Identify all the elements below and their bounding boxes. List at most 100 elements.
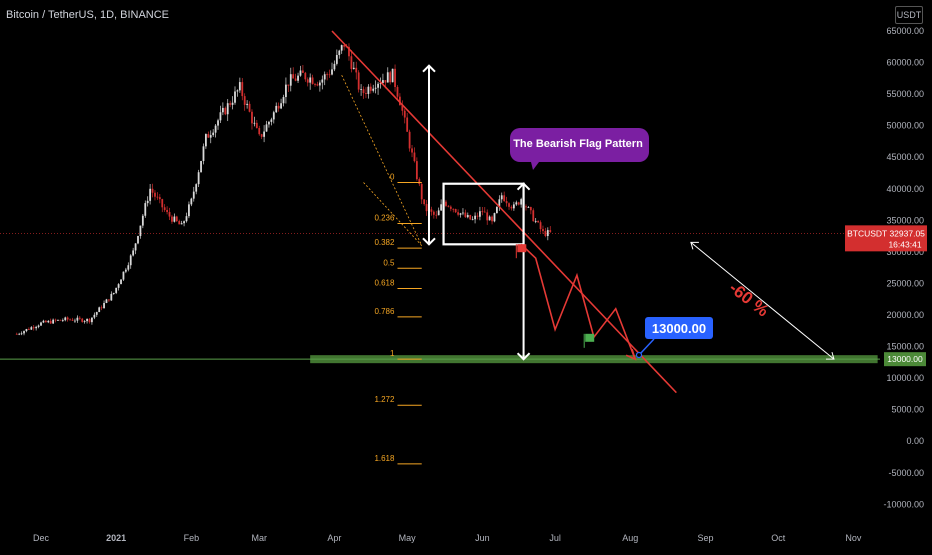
candle (474, 215, 476, 220)
candle (321, 79, 324, 83)
fib-level-label: 0.382 (374, 238, 395, 247)
candle (78, 317, 81, 319)
x-tick-label: Feb (184, 533, 200, 543)
candle (423, 199, 426, 205)
candle (175, 216, 178, 222)
candle (139, 225, 142, 236)
candle (226, 103, 229, 115)
candle (360, 89, 362, 90)
candle (195, 184, 198, 192)
candle (355, 67, 358, 73)
candle (27, 329, 30, 330)
candle (76, 317, 79, 321)
candle (437, 210, 440, 216)
y-tick-label: 55000.00 (886, 89, 924, 99)
green-flag-marker[interactable] (585, 333, 595, 342)
candle (44, 320, 47, 323)
price-scale[interactable] (880, 0, 932, 550)
candle (20, 333, 23, 335)
measured-move-arrowhead (516, 182, 531, 191)
candle (287, 84, 290, 86)
candle (529, 207, 532, 211)
candle (42, 320, 45, 323)
candle (127, 265, 130, 270)
candle (384, 80, 387, 83)
candle (348, 46, 350, 57)
fib-level-label: 0.236 (374, 213, 395, 222)
candle (394, 68, 396, 88)
candle (103, 302, 105, 309)
y-tick-label: 15000.00 (886, 342, 924, 352)
currency-badge[interactable]: USDT (895, 6, 923, 24)
candle (243, 96, 246, 105)
candle (498, 199, 501, 207)
candle (25, 329, 28, 332)
candle (517, 202, 520, 205)
candle (156, 196, 159, 198)
candle (64, 317, 67, 321)
candle (137, 235, 139, 244)
current-price-label[interactable] (845, 225, 927, 252)
candle (40, 322, 42, 326)
projection-zigzag[interactable] (520, 243, 636, 360)
candle (328, 74, 331, 76)
candle (202, 146, 205, 161)
candle (268, 121, 270, 125)
candle (69, 319, 71, 321)
candle (47, 320, 50, 323)
candle (108, 299, 110, 301)
flagpole-arrowhead (422, 237, 436, 246)
candle (413, 152, 416, 162)
drawings-layer: -60 % The Bearish Flag Pattern 13000.00 (331, 30, 835, 394)
candle (425, 204, 428, 212)
candle (18, 333, 21, 335)
time-scale[interactable] (0, 525, 880, 550)
measured-move-arrowhead (516, 352, 531, 361)
candle (258, 128, 261, 135)
candle (132, 250, 135, 256)
candle (32, 327, 35, 329)
candle (415, 161, 418, 180)
candle (479, 211, 481, 217)
candle (219, 112, 222, 121)
callout-bubble[interactable] (510, 128, 649, 170)
x-tick-label: Aug (622, 533, 638, 543)
x-tick-label: 2021 (106, 533, 126, 543)
candle (420, 184, 423, 200)
candle (500, 195, 503, 200)
downtrend-line[interactable] (331, 30, 677, 394)
decline-arrow[interactable] (690, 242, 835, 360)
candle (154, 192, 156, 197)
candle (292, 74, 295, 79)
candle (311, 77, 314, 84)
x-tick-label: Dec (33, 533, 50, 543)
bear-flag-rectangle[interactable] (442, 182, 525, 246)
x-tick-label: Jul (549, 533, 561, 543)
candle (23, 331, 25, 334)
red-flag-marker[interactable] (517, 244, 527, 253)
candle (391, 68, 394, 83)
x-tick-label: Oct (771, 533, 786, 543)
candle (512, 204, 515, 209)
candle (115, 287, 118, 293)
candle (418, 179, 421, 185)
candle (146, 200, 149, 204)
candle (124, 269, 127, 272)
candle (483, 211, 486, 213)
candle (120, 279, 122, 285)
target-price-box[interactable] (645, 317, 713, 339)
candle (275, 105, 278, 113)
fib-level-label: 0.618 (374, 278, 395, 287)
candle (306, 79, 309, 83)
candle (158, 197, 161, 200)
candle (462, 212, 464, 214)
target-axis-label[interactable] (884, 352, 926, 367)
candle (459, 213, 462, 215)
candle (183, 221, 185, 224)
candle (323, 74, 326, 80)
candle (236, 90, 239, 92)
candle (15, 333, 18, 335)
candle (510, 206, 513, 209)
